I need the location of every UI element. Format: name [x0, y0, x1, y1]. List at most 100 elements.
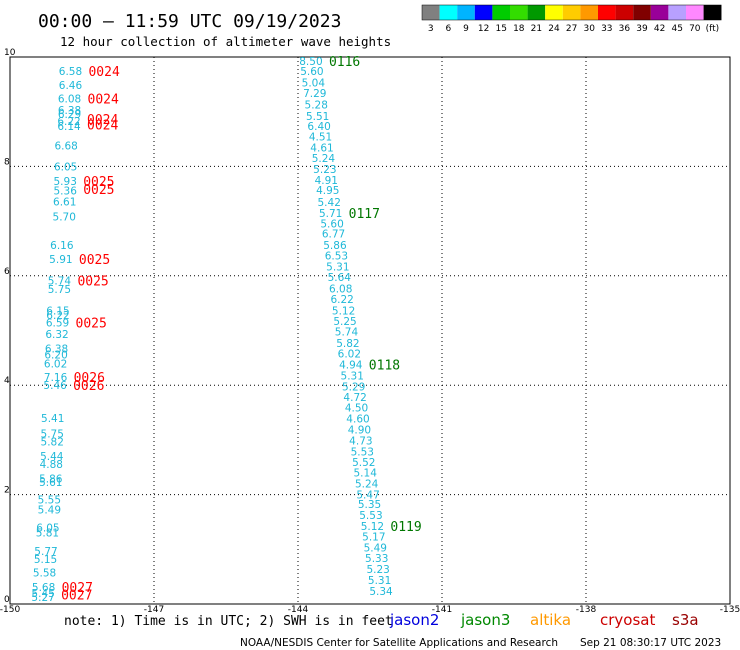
time-label: 0025 [83, 183, 114, 198]
wave-height-value: 5.60 [320, 218, 343, 230]
x-tick-label: -138 [576, 605, 597, 615]
wave-height-value: 5.12 [332, 305, 355, 317]
wave-height-value: 5.28 [305, 100, 328, 112]
satellite-legend-jason2: jason2 [389, 611, 439, 629]
colorbar-swatch [580, 5, 598, 20]
colorbar-label: 6 [446, 24, 452, 34]
wave-height-value: 4.60 [346, 414, 369, 426]
time-label: 0116 [329, 55, 360, 70]
wave-height-value: 7.29 [303, 88, 326, 100]
wave-height-value: 6.02 [338, 348, 361, 360]
wave-height-value: 5.35 [358, 499, 381, 511]
wave-height-value: 5.15 [34, 554, 57, 566]
colorbar-label: 70 [689, 24, 701, 34]
wave-height-value: 6.32 [45, 329, 68, 341]
wave-height-value: 5.27 [31, 592, 54, 604]
footer-timestamp: Sep 21 08:30:17 UTC 2023 [580, 637, 721, 649]
wave-height-value: 5.49 [38, 504, 61, 516]
wave-height-value: 5.58 [33, 567, 56, 579]
wave-height-value: 6.38 [58, 105, 81, 117]
colorbar-swatch [527, 5, 546, 20]
wave-height-value: 4.72 [343, 392, 366, 404]
satellite-legend: jason2 jason3 altika cryosat s3a [389, 611, 699, 629]
wave-height-value: 5.86 [323, 240, 347, 252]
colorbar-swatch [598, 5, 616, 20]
wave-height-value: 6.08 [329, 283, 352, 295]
wave-height-value: 5.91 [49, 254, 72, 266]
x-tick-label: -141 [432, 605, 452, 615]
wave-height-value: 5.77 [34, 546, 57, 558]
wave-height-value: 5.70 [53, 212, 76, 224]
wave-height-value: 5.36 [54, 185, 78, 197]
wave-height-value: 4.91 [315, 175, 338, 187]
time-label: 0025 [83, 175, 114, 190]
colorbar-swatch [510, 5, 528, 20]
wave-height-value: 5.61 [39, 477, 62, 489]
wave-height-value: 5.60 [300, 66, 323, 78]
wave-height-value: 5.93 [54, 176, 77, 188]
wave-height-value: 6.46 [59, 80, 83, 92]
wave-height-value: 6.02 [44, 358, 67, 370]
time-label: 0025 [76, 316, 107, 331]
wave-height-value: 4.88 [40, 459, 63, 471]
time-label: 0024 [88, 93, 119, 108]
colorbar-swatch [474, 5, 493, 20]
x-tick-label: -144 [288, 605, 309, 615]
colorbar-swatch [492, 5, 510, 20]
wave-height-value: 5.81 [36, 527, 59, 539]
colorbar-label: 36 [619, 24, 631, 34]
time-label: 0025 [77, 275, 108, 290]
colorbar-swatch [562, 5, 581, 20]
wave-height-value: 5.34 [369, 586, 393, 598]
wave-height-value: 5.42 [318, 197, 341, 209]
wave-height-value: 5.74 [48, 276, 72, 288]
wave-height-value: 6.53 [325, 251, 348, 263]
colorbar-label: 30 [583, 24, 595, 34]
wave-height-value: 5.68 [32, 582, 55, 594]
colorbar-label: (ft) [706, 24, 720, 34]
wave-height-value: 6.29 [58, 109, 81, 121]
colorbar-label: 45 [671, 24, 682, 34]
wave-height-value: 6.16 [50, 240, 74, 252]
colorbar-label: 3 [428, 24, 434, 34]
wave-height-value: 4.94 [339, 359, 363, 371]
wave-height-value: 4.51 [309, 131, 332, 143]
wave-height-value: 5.75 [41, 428, 64, 440]
footer-credit: NOAA/NESDIS Center for Satellite Applica… [240, 637, 558, 649]
wave-height-value: 5.23 [313, 164, 336, 176]
wave-height-value: 5.24 [312, 153, 336, 165]
colorbar-label: 42 [654, 24, 665, 34]
time-label: 0024 [87, 113, 118, 128]
wave-height-value: 6.05 [54, 161, 77, 173]
time-label: 0024 [88, 65, 119, 80]
wave-height-value: 4.95 [316, 185, 339, 197]
colorbar-swatch [703, 5, 722, 20]
time-label: 0119 [390, 520, 421, 535]
x-tick-label: -135 [720, 605, 740, 615]
wave-height-value: 5.53 [359, 510, 382, 522]
wave-height-value: 5.51 [306, 111, 329, 123]
axis-ticks: -150 -147 -144 -141 -138 -135 0 2 4 6 8 10 [0, 48, 740, 615]
wave-height-value: 5.49 [364, 543, 387, 555]
wave-height-value: 5.31 [368, 575, 391, 587]
wave-height-value: 5.25 [333, 316, 356, 328]
time-label: 0026 [73, 379, 104, 394]
chart-title: 00:00 – 11:59 UTC 09/19/2023 [38, 11, 341, 32]
wave-height-value: 4.50 [345, 403, 368, 415]
colorbar-legend: 3 6 9 12 15 18 21 24 27 30 33 36 39 42 45 70 (ft) [421, 4, 722, 34]
wave-height-value: 6.08 [58, 94, 81, 106]
wave-height-value: 5.64 [328, 272, 352, 284]
wave-height-value: 6.58 [59, 66, 82, 78]
wave-height-value: 4.90 [348, 425, 371, 437]
colorbar-swatch [668, 5, 686, 20]
x-tick-label: -150 [0, 605, 20, 615]
colorbar-label: 21 [531, 24, 542, 34]
data-points: 6.586.466.086.386.296.226.146.686.055.93… [31, 55, 421, 604]
time-label: 0024 [87, 118, 118, 133]
wave-height-value: 5.86 [39, 474, 63, 486]
colorbar-swatch [633, 5, 651, 20]
wave-height-value: 5.74 [335, 327, 359, 339]
y-tick-label: 0 [4, 595, 10, 605]
wave-height-value: 8.50 [299, 56, 322, 68]
colorbar-swatch [686, 5, 704, 20]
